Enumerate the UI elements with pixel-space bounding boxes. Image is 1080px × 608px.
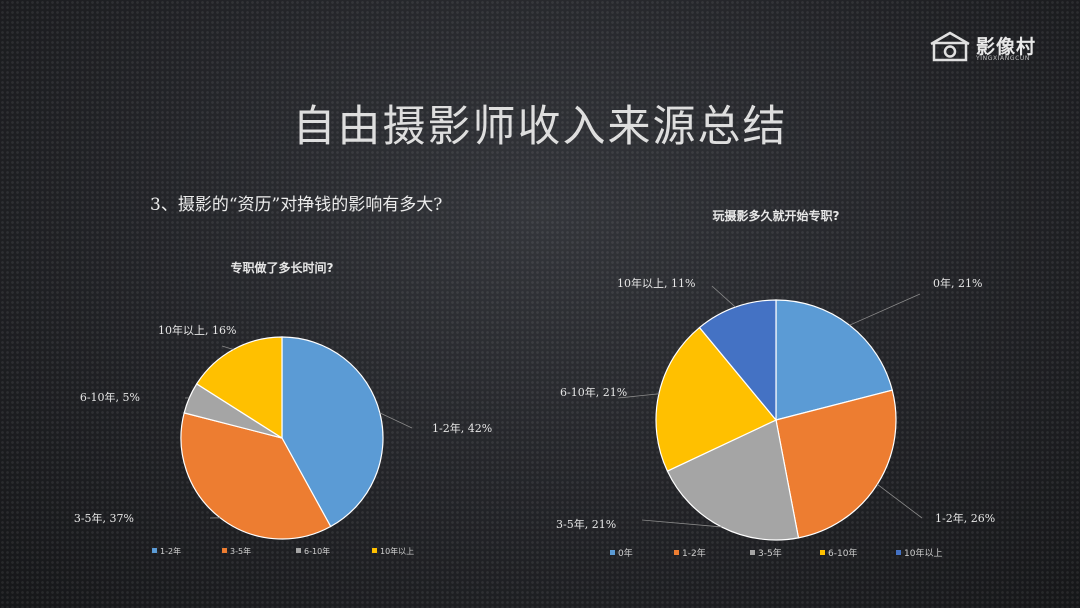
legend-label: 0年 bbox=[618, 547, 633, 559]
chart-title: 玩摄影多久就开始专职? bbox=[713, 208, 840, 223]
legend-swatch bbox=[610, 550, 615, 555]
legend-label: 3-5年 bbox=[230, 546, 251, 556]
data-label: 1-2年, 42% bbox=[432, 421, 492, 435]
legend-swatch bbox=[820, 550, 825, 555]
logo-text: 影像村 bbox=[976, 36, 1037, 58]
leader-line bbox=[641, 519, 722, 528]
data-label: 10年以上, 16% bbox=[158, 323, 236, 337]
page-title: 自由摄影师收入来源总结 bbox=[292, 102, 788, 152]
pie-slice bbox=[195, 336, 283, 440]
pie-slice bbox=[666, 419, 800, 541]
legend-label: 10年以上 bbox=[904, 547, 942, 559]
data-label: 1-2年, 26% bbox=[935, 511, 995, 525]
chart-title: 专职做了多长时间? bbox=[231, 260, 334, 275]
legend-label: 10年以上 bbox=[380, 546, 414, 556]
pie-slice bbox=[281, 336, 384, 528]
leader-line bbox=[221, 345, 234, 350]
question-text: 3、摄影的“资历”对挣钱的影响有多大? bbox=[150, 195, 443, 215]
legend-swatch bbox=[750, 550, 755, 555]
leader-line bbox=[849, 293, 921, 326]
legend-swatch bbox=[222, 548, 227, 553]
legend-swatch bbox=[372, 548, 377, 553]
leader-line bbox=[711, 285, 736, 308]
data-label: 0年, 21% bbox=[933, 276, 982, 290]
legend-label: 6-10年 bbox=[304, 546, 330, 556]
leader-line bbox=[877, 483, 923, 519]
legend-swatch bbox=[896, 550, 901, 555]
pie-slice bbox=[180, 412, 332, 540]
data-label: 3-5年, 21% bbox=[556, 517, 616, 531]
legend-label: 1-2年 bbox=[160, 546, 181, 556]
data-label: 6-10年, 5% bbox=[80, 390, 140, 404]
legend-label: 6-10年 bbox=[828, 547, 857, 559]
logo-subtext: YINGXIANGCUN bbox=[976, 55, 1030, 62]
legend-swatch bbox=[296, 548, 301, 553]
data-label: 10年以上, 11% bbox=[617, 276, 695, 290]
camera-house-icon bbox=[930, 31, 970, 62]
legend-label: 3-5年 bbox=[758, 547, 782, 559]
brand-logo: 影像村 YINGXIANGCUN bbox=[928, 28, 1058, 64]
data-label: 3-5年, 37% bbox=[74, 511, 134, 525]
legend-swatch bbox=[674, 550, 679, 555]
legend-swatch bbox=[152, 548, 157, 553]
leader-line bbox=[379, 412, 413, 429]
leader-line bbox=[617, 393, 659, 399]
data-label: 6-10年, 21% bbox=[560, 385, 627, 399]
legend-label: 1-2年 bbox=[682, 547, 706, 559]
pie-slice bbox=[775, 389, 897, 539]
